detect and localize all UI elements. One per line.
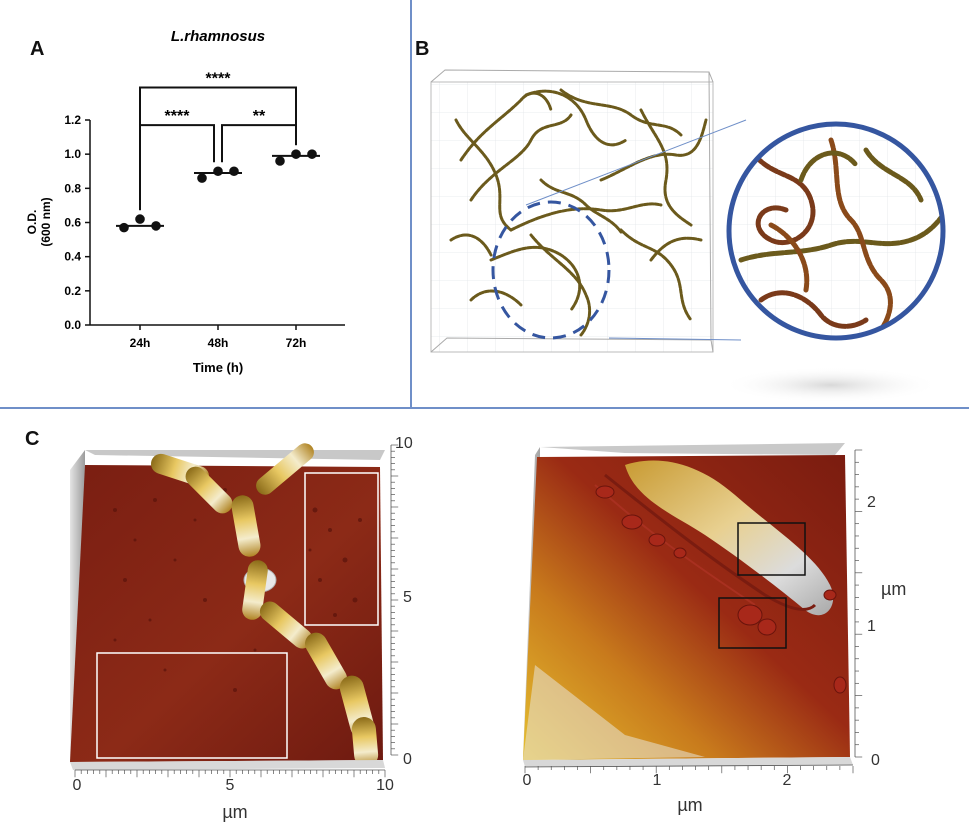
x-tick-label: 72h (286, 336, 307, 350)
zoom-circle (726, 121, 946, 341)
data-point (229, 166, 239, 177)
data-point (275, 156, 285, 166)
selection-box-lower-left (96, 652, 288, 759)
afm-base (70, 760, 385, 770)
detail-box-vesicle (718, 597, 787, 649)
zoom-connector-bottom (608, 337, 742, 341)
data-point (307, 149, 317, 159)
zoom-shadow (721, 367, 941, 403)
afm-right-x-tick-2: 2 (783, 772, 792, 789)
afm-right-speckle (523, 665, 705, 760)
data-point (197, 173, 207, 183)
panel-letter-c: C (25, 428, 40, 450)
afm-left-x-tick-5: 5 (226, 777, 235, 794)
box-top-edge (430, 69, 714, 83)
significance-label: ** (253, 108, 266, 125)
confocal-3d-render (430, 69, 946, 403)
membrane-vesicles (595, 485, 847, 694)
bacterial-rod-chain (150, 443, 379, 767)
data-point (119, 222, 129, 233)
y-tick-label: 0.6 (64, 216, 81, 230)
y-tick-label: 0.4 (64, 250, 81, 264)
afm-right-x-unit: µm (677, 795, 702, 815)
afm-left-x-unit: µm (222, 802, 247, 822)
afm-left-x-tick-0: 0 (73, 777, 82, 794)
chart-title: L.rhamnosus (171, 28, 265, 45)
y-tick-label: 1.2 (64, 113, 81, 127)
afm-right-x-tick-0: 0 (523, 772, 532, 789)
afm-image-left: 0 5 10 µm 0 5 10 (70, 435, 413, 822)
volume-box (430, 81, 714, 353)
x-tick-label: 48h (208, 336, 229, 350)
afm-right-y-tick-0: 0 (871, 752, 880, 769)
zoom-connector-top (525, 119, 747, 206)
afm-top-wall (85, 450, 385, 460)
od-chart: L.rhamnosus O.D. (600 nm) Time (h) 0.0 0.… (25, 28, 345, 375)
horizontal-divider (0, 407, 969, 409)
significance-bracket (221, 124, 297, 163)
significance-label: **** (206, 71, 232, 88)
afm-right-x-tick-1: 1 (653, 772, 662, 789)
data-point (213, 166, 223, 177)
bacterial-rod-zoomed (594, 460, 834, 616)
data-point (135, 214, 145, 224)
box-bottom-edge (430, 337, 712, 353)
afm-right-y-tick-1: 1 (867, 618, 876, 635)
afm-right-y-tick-2: 2 (867, 494, 876, 511)
afm-left-x-tick-10: 10 (376, 777, 394, 794)
significance-bracket (139, 86, 297, 211)
detail-box-rod (737, 522, 806, 576)
y-axis-label-line2: (600 nm) (39, 197, 53, 246)
vertical-divider (410, 0, 412, 408)
x-tick-label: 24h (130, 336, 151, 350)
selection-box-upper-right (304, 472, 379, 626)
y-axis-label-line1: O.D. (25, 210, 39, 235)
significance-label: **** (165, 108, 191, 125)
significance-bracket (139, 124, 215, 211)
y-tick-label: 0.0 (64, 318, 81, 332)
data-point (151, 221, 161, 231)
afm-right-y-unit: µm (881, 579, 906, 599)
panel-letter-b: B (415, 38, 430, 60)
y-tick-label: 0.8 (64, 181, 81, 195)
y-tick-label: 0.2 (64, 284, 81, 298)
afm-right-top-wall (540, 443, 845, 455)
x-axis-label: Time (h) (193, 360, 243, 375)
afm-left-y-tick-10: 10 (395, 435, 413, 452)
surface-particles (113, 488, 362, 692)
afm-image-right: 0 1 2 µm 0 1 2 µm (523, 443, 906, 815)
afm-left-y-tick-0: 0 (403, 751, 412, 768)
y-axis-label: O.D. (600 nm) (25, 197, 53, 246)
afm-left-y-tick-5: 5 (403, 589, 412, 606)
zoomed-bacterial-chains (738, 137, 943, 333)
panel-letter-a: A (30, 38, 45, 60)
selection-ellipse (491, 200, 611, 340)
data-point (291, 149, 301, 159)
bacterial-chains (449, 88, 708, 337)
x-axis-ruler-right (524, 764, 854, 768)
afm-right-base (523, 757, 853, 767)
y-tick-label: 1.0 (64, 147, 81, 161)
